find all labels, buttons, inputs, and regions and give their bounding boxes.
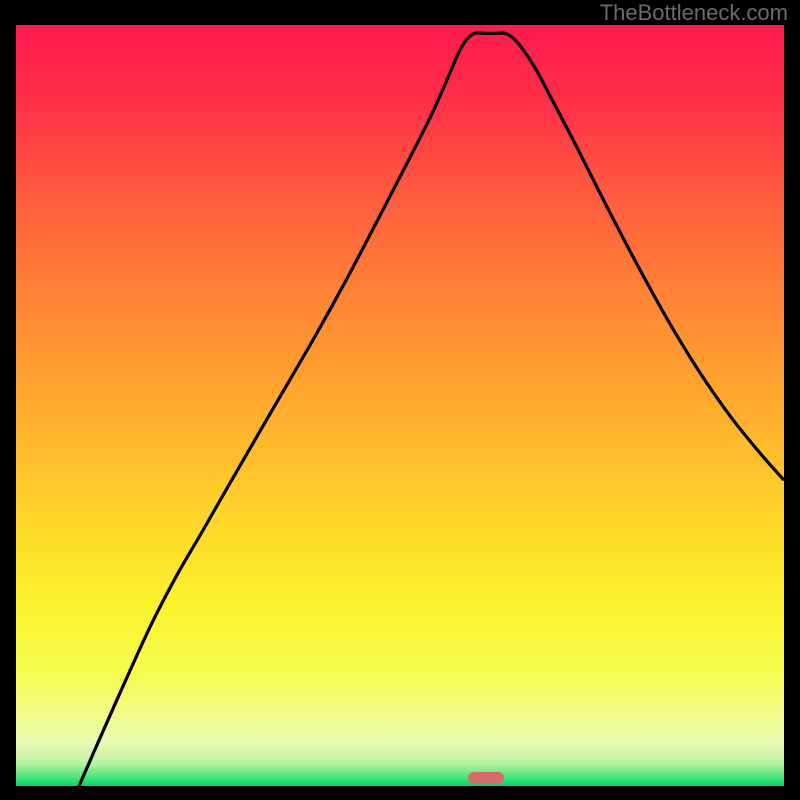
chart-frame: TheBottleneck.com — [0, 0, 800, 800]
plot-area — [16, 25, 784, 786]
source-watermark: TheBottleneck.com — [600, 0, 788, 26]
bottleneck-curve — [16, 25, 784, 786]
